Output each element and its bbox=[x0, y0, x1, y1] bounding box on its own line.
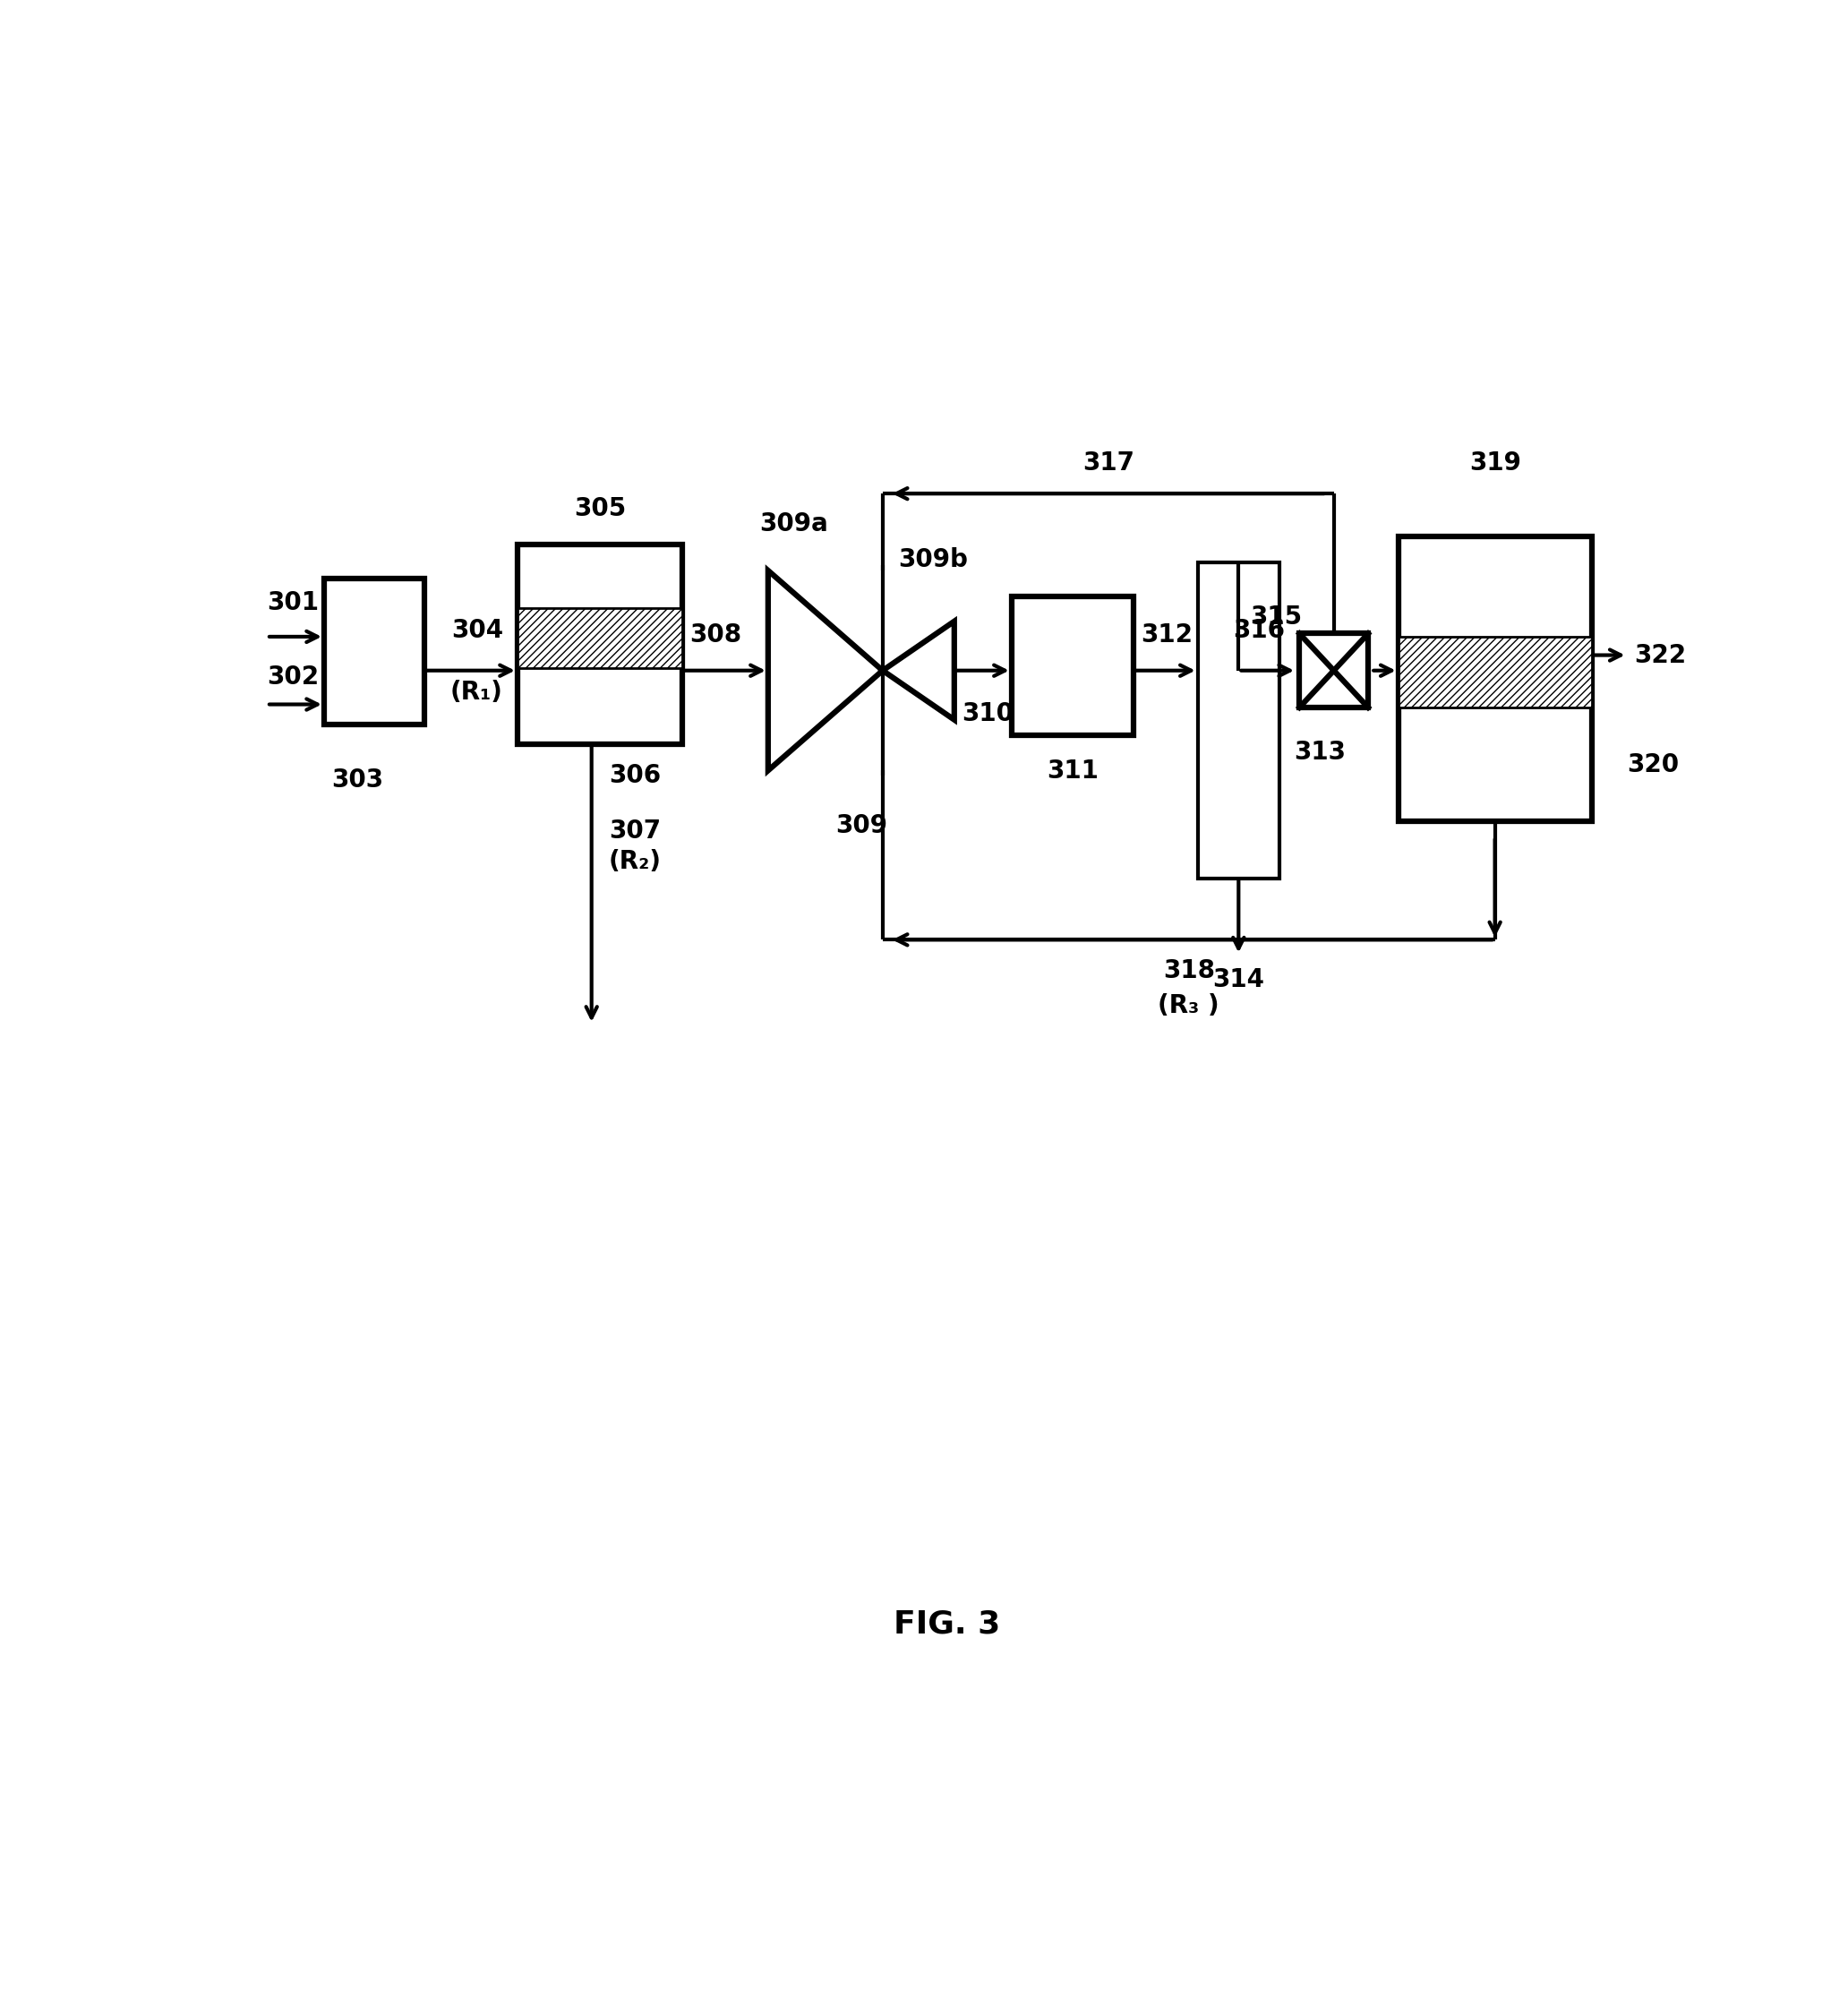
Bar bbox=[1011, 597, 1133, 735]
Text: 307: 307 bbox=[608, 819, 662, 843]
Text: 318: 318 bbox=[1162, 959, 1214, 983]
Bar bbox=[1399, 635, 1591, 707]
Text: 306: 306 bbox=[608, 763, 662, 787]
Text: 319: 319 bbox=[1469, 450, 1521, 476]
Text: 313: 313 bbox=[1294, 739, 1345, 765]
Text: 308: 308 bbox=[689, 621, 741, 647]
Text: 305: 305 bbox=[573, 496, 626, 521]
Text: 309a: 309a bbox=[760, 511, 828, 537]
Text: 311: 311 bbox=[1046, 757, 1098, 783]
Bar bbox=[1399, 537, 1591, 821]
Text: (R₃ ): (R₃ ) bbox=[1159, 993, 1220, 1019]
Text: 310: 310 bbox=[961, 701, 1013, 727]
Text: 309: 309 bbox=[835, 813, 887, 839]
Bar bbox=[1198, 563, 1279, 879]
Bar bbox=[517, 543, 682, 745]
Text: 302: 302 bbox=[266, 663, 320, 689]
Text: 304: 304 bbox=[451, 617, 503, 643]
Bar bbox=[1299, 633, 1368, 707]
Text: 301: 301 bbox=[266, 589, 318, 615]
Text: 320: 320 bbox=[1628, 751, 1680, 777]
Text: (R₂): (R₂) bbox=[608, 849, 662, 873]
Text: 314: 314 bbox=[1212, 967, 1264, 993]
Text: FIG. 3: FIG. 3 bbox=[894, 1608, 1000, 1640]
Text: (R₁): (R₁) bbox=[451, 679, 503, 705]
Text: 316: 316 bbox=[1233, 617, 1284, 643]
Bar bbox=[323, 577, 425, 725]
Text: 317: 317 bbox=[1083, 450, 1135, 476]
Bar bbox=[517, 607, 682, 669]
Text: 303: 303 bbox=[331, 767, 383, 793]
Text: 309b: 309b bbox=[898, 547, 968, 571]
Text: 322: 322 bbox=[1635, 643, 1687, 667]
Text: 315: 315 bbox=[1249, 603, 1303, 629]
Text: 312: 312 bbox=[1140, 621, 1192, 647]
